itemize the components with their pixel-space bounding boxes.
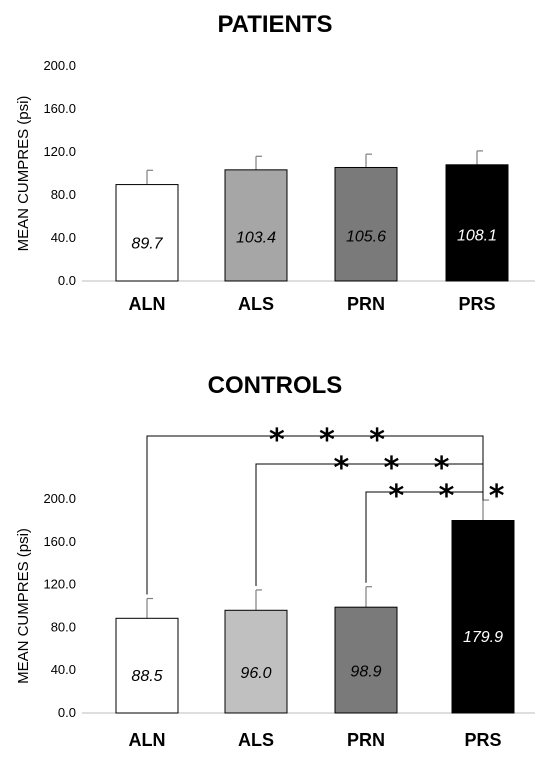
chart1-y-tick-label: 160.0	[43, 534, 76, 549]
chart1-significance-label: * * *	[389, 479, 517, 514]
chart1-category-label: PRS	[464, 730, 501, 750]
chart0-bar-prs	[445, 164, 509, 282]
chart0-y-tick-label: 120.0	[43, 144, 76, 159]
chart1-title: CONTROLS	[208, 372, 343, 399]
chart1-y-tick-label: 80.0	[51, 619, 76, 634]
chart1-y-axis-label: MEAN CUMPRES (psi)	[15, 528, 32, 684]
chart1-value-label: 179.9	[463, 629, 503, 646]
chart0-y-tick-label: 40.0	[51, 230, 76, 245]
chart1-bar-prn	[334, 606, 398, 714]
chart0-y-axis-label: MEAN CUMPRES (psi)	[15, 96, 32, 252]
chart1-y-tick-label: 40.0	[51, 662, 76, 677]
chart1-category-label: PRN	[347, 730, 385, 750]
chart0-bar-prn	[334, 166, 398, 282]
chart1-significance-bracket	[365, 491, 484, 583]
chart1-significance-label: * * *	[334, 451, 462, 486]
chart1-significance-bracket	[255, 463, 484, 586]
chart0-bar-aln	[115, 184, 179, 282]
chart1-bar-prs	[451, 520, 515, 714]
chart1-value-label: 98.9	[350, 664, 381, 681]
chart0-title: PATIENTS	[217, 11, 332, 38]
chart0-value-label: 103.4	[236, 230, 276, 247]
chart0-category-label: PRS	[458, 294, 495, 314]
chart1-significance-label: * * *	[269, 423, 397, 458]
chart0-value-label: 89.7	[131, 235, 163, 252]
chart1-value-label: 96.0	[240, 665, 271, 682]
chart1-category-label: ALS	[238, 730, 274, 750]
chart1-y-tick-label: 0.0	[58, 705, 76, 720]
chart0-value-label: 105.6	[346, 229, 386, 246]
chart0-value-label: 108.1	[457, 228, 497, 245]
chart0-y-tick-label: 80.0	[51, 187, 76, 202]
chart0-bar-als	[224, 169, 288, 282]
chart0-y-tick-label: 0.0	[58, 273, 76, 288]
chart1-y-tick-label: 120.0	[43, 577, 76, 592]
chart1-value-label: 88.5	[131, 668, 162, 685]
chart0-y-tick-label: 160.0	[43, 101, 76, 116]
chart0-category-label: PRN	[347, 294, 385, 314]
chart1-category-label: ALN	[129, 730, 166, 750]
chart1-y-tick-label: 200.0	[43, 491, 76, 506]
chart1-bar-als	[224, 609, 288, 714]
chart0-category-label: ALS	[238, 294, 274, 314]
chart0-category-label: ALN	[129, 294, 166, 314]
chart1-bar-aln	[115, 617, 179, 714]
chart0-y-tick-label: 200.0	[43, 58, 76, 73]
